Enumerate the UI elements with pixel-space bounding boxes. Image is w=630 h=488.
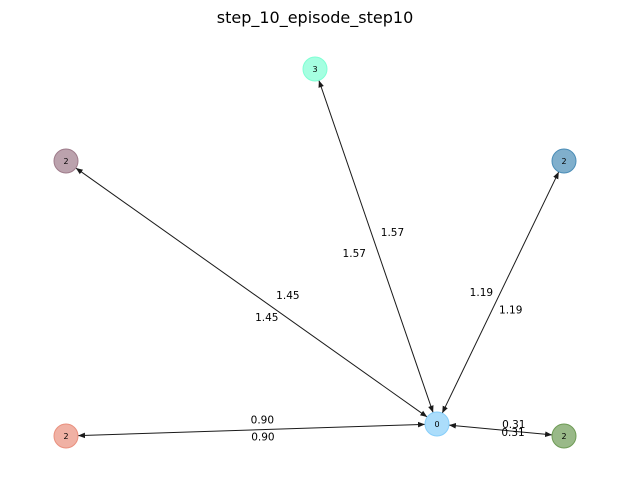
node-label: 2 xyxy=(561,157,566,166)
diagram-title: step_10_episode_step10 xyxy=(216,8,414,27)
node-lower-right: 2 xyxy=(551,423,577,449)
edge-weight-label: 1.45 xyxy=(276,290,299,302)
node-top: 3 xyxy=(302,56,328,82)
edge-weight-label: 0.90 xyxy=(251,415,274,427)
edge-labels-layer: 1.57 1.57 1.45 1.45 1.19 1.19 0.90 0.90 0.310.31 xyxy=(251,227,526,444)
edge-weight-label: 1.57 xyxy=(343,248,366,260)
node-circle xyxy=(302,56,328,82)
edge-weight-label: 1.57 xyxy=(381,227,404,239)
edge-weight-label: 0.31 xyxy=(501,427,524,439)
edge-weight-label: 0.31 xyxy=(502,419,525,431)
edge-center-upper-left xyxy=(75,167,428,418)
node-label: 0 xyxy=(434,420,439,429)
node-label: 3 xyxy=(312,65,317,74)
node-label: 2 xyxy=(63,432,68,441)
node-circle xyxy=(424,411,450,437)
node-circle xyxy=(53,148,79,174)
node-center: 0 xyxy=(424,411,450,437)
node-lower-left: 2 xyxy=(53,423,79,449)
node-circle xyxy=(551,423,577,449)
edge-weight-label: 0.90 xyxy=(251,432,274,444)
edge-center-upper-right xyxy=(441,171,560,414)
edge-center-lower-right xyxy=(448,422,553,438)
node-upper-right: 2 xyxy=(551,148,577,174)
node-upper-left: 2 xyxy=(53,148,79,174)
node-circle xyxy=(551,148,577,174)
edge-weight-label: 1.19 xyxy=(499,304,522,316)
node-label: 2 xyxy=(561,432,566,441)
node-circle xyxy=(53,423,79,449)
edge-center-top xyxy=(318,80,434,413)
node-label: 2 xyxy=(63,157,68,166)
edge-center-lower-left xyxy=(77,421,426,439)
nodes-layer: 0 3 2 2 2 2 xyxy=(53,56,577,449)
edges-layer xyxy=(75,80,560,439)
edge-weight-label: 1.19 xyxy=(470,287,493,299)
edge-weight-label: 1.45 xyxy=(255,312,278,324)
